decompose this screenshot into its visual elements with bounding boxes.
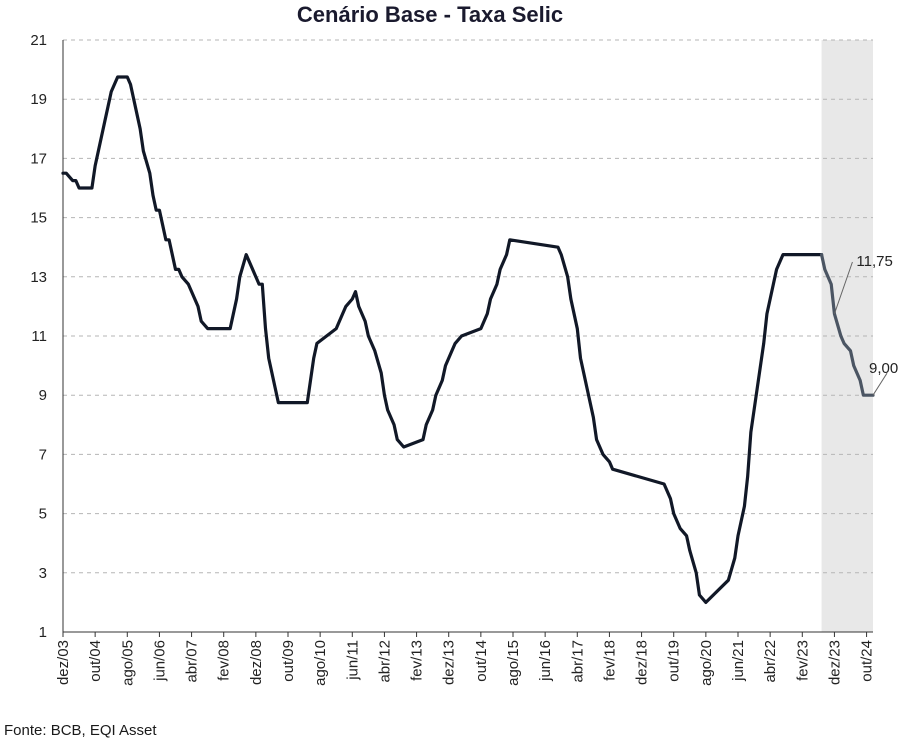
y-tick-label: 15 bbox=[30, 210, 47, 227]
x-tick-label: abr/12 bbox=[376, 640, 393, 683]
forecast-series-line bbox=[819, 253, 875, 397]
chart-title: Cenário Base - Taxa Selic bbox=[296, 2, 564, 27]
annotation-label: 9,00 bbox=[869, 360, 898, 377]
x-tick-label: ago/20 bbox=[698, 640, 715, 686]
x-tick-label: abr/07 bbox=[184, 640, 201, 683]
x-tick-label: out/09 bbox=[280, 640, 297, 682]
x-tick-label: fev/08 bbox=[216, 640, 233, 681]
y-tick-label: 3 bbox=[39, 565, 47, 582]
x-tick-label: fev/23 bbox=[794, 640, 811, 681]
y-tick-label: 5 bbox=[39, 506, 47, 523]
historical-series-line bbox=[61, 75, 824, 604]
x-tick-label: dez/03 bbox=[55, 640, 72, 685]
x-tick-label: out/14 bbox=[473, 640, 490, 682]
x-tick-label: jun/16 bbox=[537, 640, 554, 682]
x-tick-label: out/19 bbox=[666, 640, 683, 682]
y-tick-label: 17 bbox=[30, 150, 47, 167]
x-tick-label: jun/06 bbox=[151, 640, 168, 682]
y-tick-label: 11 bbox=[31, 328, 47, 345]
source-note: Fonte: BCB, EQI Asset bbox=[4, 722, 157, 739]
y-tick-label: 9 bbox=[39, 387, 47, 404]
x-tick-label: fev/13 bbox=[409, 640, 426, 681]
y-tick-label: 21 bbox=[30, 32, 47, 49]
annotation-leader bbox=[833, 261, 853, 314]
x-tick-label: ago/10 bbox=[312, 640, 329, 686]
x-tick-label: abr/17 bbox=[569, 640, 586, 683]
x-tick-label: dez/08 bbox=[248, 640, 265, 685]
x-tick-label: abr/22 bbox=[762, 640, 779, 683]
annotation-label: 11,75 bbox=[856, 253, 892, 270]
y-tick-label: 13 bbox=[30, 269, 47, 286]
annotation-leader bbox=[872, 372, 888, 396]
y-tick-label: 1 bbox=[39, 624, 47, 641]
y-tick-label: 7 bbox=[39, 446, 47, 463]
x-tick-label: fev/18 bbox=[601, 640, 618, 681]
y-tick-label: 19 bbox=[30, 91, 47, 108]
x-tick-label: ago/05 bbox=[119, 640, 136, 686]
x-tick-label: out/24 bbox=[859, 640, 876, 682]
x-tick-label: ago/15 bbox=[505, 640, 522, 686]
x-tick-label: dez/23 bbox=[826, 640, 843, 685]
x-tick-label: jun/21 bbox=[730, 640, 747, 682]
x-tick-label: dez/13 bbox=[441, 640, 458, 685]
x-tick-label: jun/11 bbox=[344, 640, 361, 681]
x-tick-label: out/04 bbox=[87, 640, 104, 682]
x-tick-label: dez/18 bbox=[634, 640, 651, 685]
